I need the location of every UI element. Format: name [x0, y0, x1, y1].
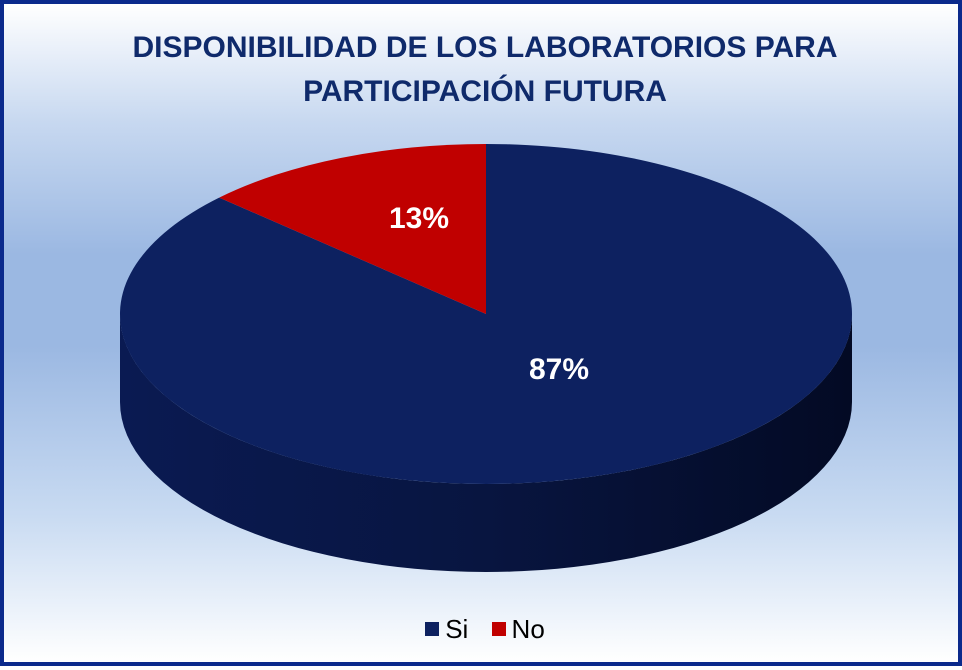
pie-side-wall	[120, 314, 852, 572]
pie-slice-si	[120, 144, 853, 484]
chart-legend: Si No	[4, 612, 962, 645]
pie-chart: 87% 13%	[120, 144, 853, 572]
legend-label-no: No	[511, 613, 545, 644]
legend-item-si: Si	[425, 614, 468, 645]
chart-title-line-2: PARTICIPACIÓN FUTURA	[303, 75, 667, 108]
data-label-si: 87%	[529, 353, 589, 386]
legend-label-si: Si	[445, 613, 469, 644]
legend-item-no: No	[491, 613, 545, 645]
legend-swatch-si	[425, 622, 440, 636]
data-label-no: 13%	[389, 202, 449, 235]
legend-swatch-no	[491, 622, 506, 636]
pie-slice-no	[219, 144, 486, 314]
chart-title: DISPONIBILIDAD DE LOS LABORATORIOS PARA …	[4, 26, 962, 114]
chart-title-line-1: DISPONIBILIDAD DE LOS LABORATORIOS PARA	[132, 31, 838, 64]
